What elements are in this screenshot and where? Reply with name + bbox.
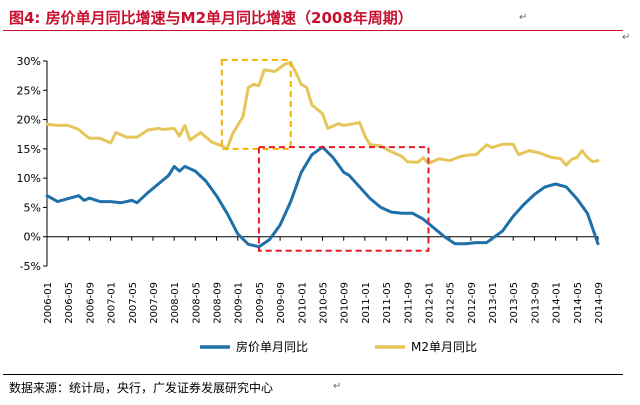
series-line-house xyxy=(45,145,600,249)
x-tick-label: 2014-09 xyxy=(594,282,605,324)
return-mark: ↵ xyxy=(519,12,528,23)
legend-label-m2: M2单月同比 xyxy=(411,340,477,354)
y-tick-label: 20% xyxy=(17,114,41,127)
y-tick-label: 0% xyxy=(24,231,41,244)
x-tick-label: 2006-05 xyxy=(64,282,75,324)
x-tick-label: 2013-05 xyxy=(509,282,520,324)
source-note: 数据来源：统计局，央行，广发证券发展研究中心 xyxy=(9,381,274,395)
x-tick-label: 2006-01 xyxy=(43,282,54,324)
x-tick-label: 2014-01 xyxy=(552,282,563,324)
chart-area: -5% 0% 5% 10% 15% 20% 25% 30% 2006-01 2006-05 200… xyxy=(0,32,640,372)
source-bar: 数据来源：统计局，央行，广发证券发展研究中心 ↵ xyxy=(3,374,623,399)
title-bar: 图4: 房价单月同比增速与M2单月同比增速（2008年周期） ↵ xyxy=(3,4,623,31)
series-layer xyxy=(45,61,600,249)
y-tick-label: 5% xyxy=(24,201,41,214)
figure-title: 图4: 房价单月同比增速与M2单月同比增速（2008年周期） xyxy=(9,9,413,27)
y-tick-label: -5% xyxy=(20,260,41,273)
x-tick-label: 2013-01 xyxy=(488,282,499,324)
x-tick-label: 2010-05 xyxy=(319,282,330,324)
x-tick-label: 2010-01 xyxy=(297,282,308,324)
legend: 房价单月同比 M2单月同比 xyxy=(200,339,477,354)
line-chart: -5%0%5%10%15%20%25%30% 2006-01 2006-05 200… xyxy=(17,55,605,354)
x-axis: 2006-01 2006-05 2006-09 2007-01 2007-05 2007-… xyxy=(43,236,605,324)
x-tick-label: 2014-05 xyxy=(573,282,584,324)
highlight-box-2 xyxy=(257,146,430,252)
return-mark-chart: ↵ xyxy=(622,32,631,43)
y-tick-label: 25% xyxy=(17,84,41,97)
series-line-m2 xyxy=(45,61,600,167)
annotation-layer xyxy=(220,58,430,252)
x-tick-label: 2011-01 xyxy=(361,282,372,324)
x-tick-label: 2007-09 xyxy=(149,282,160,324)
x-tick-label: 2011-09 xyxy=(403,282,414,324)
x-tick-label: 2008-01 xyxy=(170,282,181,324)
legend-label-house: 房价单月同比 xyxy=(236,339,308,354)
x-tick-label: 2007-01 xyxy=(107,282,118,324)
x-tick-label: 2012-09 xyxy=(467,282,478,324)
x-tick-label: 2012-01 xyxy=(424,282,435,324)
x-tick-label: 2013-09 xyxy=(530,282,541,324)
y-tick-label: 15% xyxy=(17,143,41,156)
y-tick-label: 30% xyxy=(17,55,41,68)
return-mark-source: ↵ xyxy=(333,381,342,392)
x-tick-label: 2009-05 xyxy=(255,282,266,324)
x-tick-label: 2008-09 xyxy=(213,282,224,324)
x-tick-label: 2010-09 xyxy=(340,282,351,324)
x-tick-label: 2011-05 xyxy=(382,282,393,324)
x-tick-label: 2008-05 xyxy=(191,282,202,324)
x-tick-label: 2012-05 xyxy=(446,282,457,324)
x-tick-label: 2007-05 xyxy=(128,282,139,324)
x-tick-label: 2006-09 xyxy=(85,282,96,324)
y-axis: -5% 0% 5% 10% 15% 20% 25% 30% xyxy=(17,55,48,273)
y-tick-label: 10% xyxy=(17,172,41,185)
highlight-box-1 xyxy=(220,58,292,150)
x-tick-label: 2009-01 xyxy=(234,282,245,324)
x-tick-label: 2009-09 xyxy=(276,282,287,324)
